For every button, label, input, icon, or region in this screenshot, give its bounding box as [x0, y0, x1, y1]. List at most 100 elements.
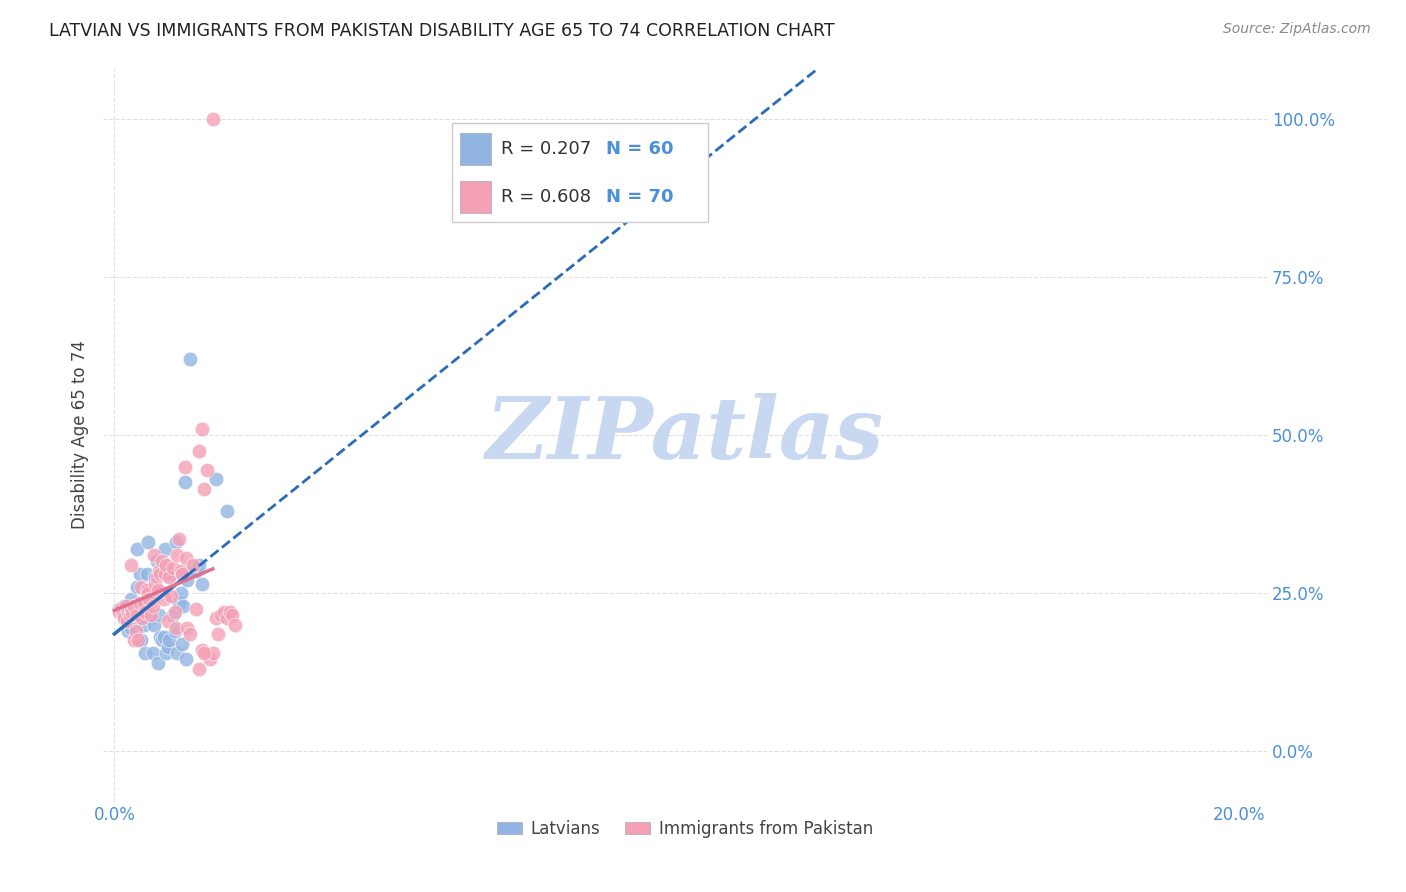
- Y-axis label: Disability Age 65 to 74: Disability Age 65 to 74: [72, 341, 89, 530]
- Point: [162, 560, 184, 574]
- Point: [120, 608, 142, 623]
- Point: [131, 608, 153, 623]
- Point: [117, 624, 139, 638]
- Point: [212, 605, 235, 619]
- Point: [120, 621, 142, 635]
- Point: [150, 554, 173, 568]
- Text: Source: ZipAtlas.com: Source: ZipAtlas.com: [1223, 22, 1371, 37]
- Point: [162, 608, 184, 623]
- Point: [204, 611, 226, 625]
- Point: [142, 617, 165, 632]
- Point: [165, 621, 187, 635]
- Point: [110, 604, 132, 618]
- Point: [138, 592, 160, 607]
- Point: [159, 633, 181, 648]
- Point: [148, 608, 170, 623]
- Point: [111, 608, 134, 623]
- Point: [122, 599, 145, 613]
- Point: [159, 567, 181, 582]
- Point: [114, 599, 136, 613]
- Point: [170, 586, 193, 600]
- Point: [170, 564, 193, 578]
- Point: [136, 586, 159, 600]
- Legend: Latvians, Immigrants from Pakistan: Latvians, Immigrants from Pakistan: [491, 814, 880, 845]
- Point: [134, 605, 156, 619]
- Point: [148, 582, 170, 597]
- Point: [148, 656, 170, 670]
- Point: [138, 592, 160, 607]
- Point: [120, 602, 142, 616]
- Point: [131, 633, 153, 648]
- Point: [125, 608, 148, 623]
- Point: [156, 640, 179, 654]
- Point: [132, 595, 155, 609]
- Point: [136, 582, 159, 597]
- Point: [125, 580, 148, 594]
- Text: LATVIAN VS IMMIGRANTS FROM PAKISTAN DISABILITY AGE 65 TO 74 CORRELATION CHART: LATVIAN VS IMMIGRANTS FROM PAKISTAN DISA…: [49, 22, 835, 40]
- Point: [145, 554, 167, 568]
- Point: [195, 463, 218, 477]
- Point: [121, 605, 143, 619]
- Point: [165, 535, 187, 549]
- Point: [176, 574, 198, 588]
- Point: [193, 482, 215, 496]
- Point: [122, 599, 145, 613]
- Point: [215, 611, 238, 625]
- Point: [190, 643, 212, 657]
- Point: [142, 599, 165, 613]
- Point: [201, 112, 224, 126]
- Point: [184, 602, 207, 616]
- Point: [128, 567, 150, 582]
- Point: [181, 564, 204, 578]
- Text: ZIPatlas: ZIPatlas: [486, 393, 884, 477]
- Point: [114, 611, 136, 625]
- Point: [167, 533, 190, 547]
- Point: [201, 646, 224, 660]
- Point: [149, 630, 172, 644]
- Point: [136, 535, 159, 549]
- Point: [142, 646, 165, 660]
- Point: [153, 630, 176, 644]
- Point: [187, 558, 209, 572]
- Point: [170, 637, 193, 651]
- Point: [149, 567, 172, 582]
- Point: [125, 541, 148, 556]
- Point: [153, 567, 176, 582]
- Point: [131, 580, 153, 594]
- Point: [120, 602, 142, 616]
- Point: [136, 567, 159, 582]
- Point: [143, 570, 166, 584]
- Point: [184, 564, 207, 578]
- Point: [128, 595, 150, 609]
- Point: [179, 627, 201, 641]
- Point: [155, 558, 177, 572]
- Point: [125, 611, 148, 625]
- Point: [166, 646, 188, 660]
- Point: [122, 633, 145, 648]
- Point: [143, 576, 166, 591]
- Point: [176, 551, 198, 566]
- Point: [110, 602, 132, 616]
- Point: [117, 605, 139, 619]
- Point: [190, 576, 212, 591]
- Point: [120, 592, 142, 607]
- Point: [179, 352, 201, 367]
- Point: [218, 605, 240, 619]
- Point: [155, 646, 177, 660]
- Point: [181, 558, 204, 572]
- Point: [114, 611, 136, 625]
- Point: [215, 504, 238, 518]
- Point: [167, 595, 190, 609]
- Point: [127, 605, 149, 619]
- Point: [170, 567, 193, 582]
- Point: [120, 558, 142, 572]
- Point: [150, 633, 173, 648]
- Point: [166, 548, 188, 562]
- Point: [132, 617, 155, 632]
- Point: [108, 602, 131, 616]
- Point: [131, 611, 153, 625]
- Point: [190, 422, 212, 436]
- Point: [131, 595, 153, 609]
- Point: [209, 608, 232, 623]
- Point: [153, 592, 176, 607]
